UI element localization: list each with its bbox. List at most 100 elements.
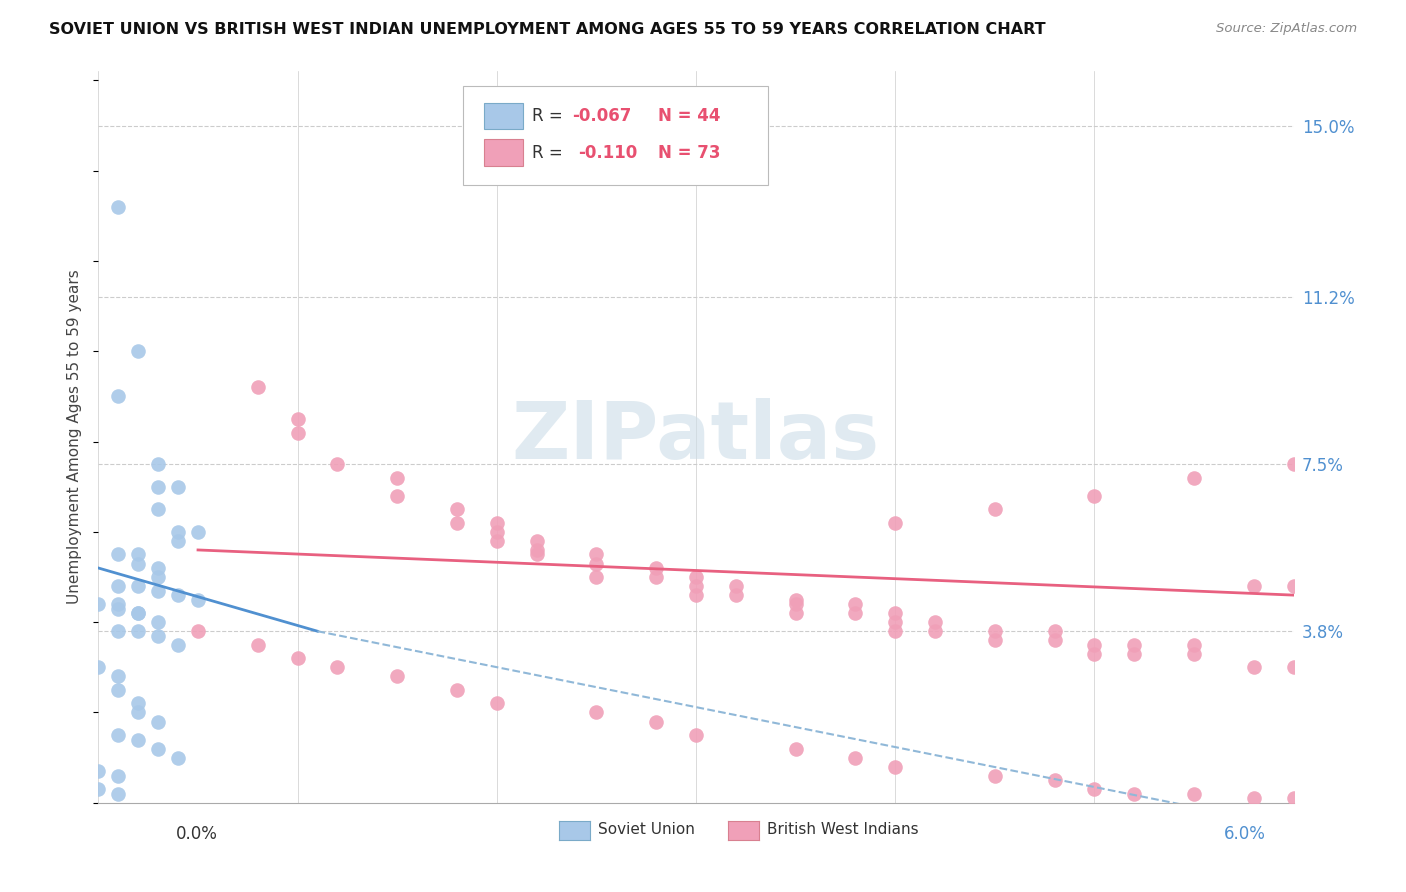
Point (1243, 791, 1265, 805)
Point (107, 389, 129, 403)
Point (844, 606, 866, 620)
Point (1282, 457, 1305, 471)
Point (446, 516, 468, 530)
Point (685, 588, 707, 602)
Point (127, 606, 149, 620)
Point (107, 624, 129, 639)
Point (127, 606, 149, 620)
Point (107, 769, 129, 783)
Point (187, 624, 209, 639)
Point (148, 570, 170, 584)
Point (526, 543, 548, 558)
Point (526, 548, 548, 562)
Point (127, 548, 149, 562)
Point (87, 782, 110, 797)
Point (785, 597, 807, 611)
Point (526, 533, 548, 548)
Point (167, 480, 190, 494)
Point (645, 570, 668, 584)
Point (585, 570, 607, 584)
Point (148, 561, 170, 575)
Point (1043, 633, 1066, 648)
Point (167, 524, 190, 539)
Point (148, 583, 170, 598)
Point (187, 592, 209, 607)
Point (148, 615, 170, 630)
Y-axis label: Unemployment Among Ages 55 to 59 years: Unemployment Among Ages 55 to 59 years (67, 269, 83, 605)
Point (167, 750, 190, 764)
Point (87, 660, 110, 674)
Point (984, 633, 1007, 648)
Text: R =: R = (533, 144, 574, 161)
Text: N = 73: N = 73 (658, 144, 720, 161)
Point (385, 669, 409, 683)
Point (1123, 647, 1146, 661)
Point (785, 592, 807, 607)
Point (1083, 782, 1105, 797)
Point (844, 750, 866, 764)
FancyBboxPatch shape (463, 86, 768, 185)
Point (107, 787, 129, 801)
Point (246, 638, 269, 652)
Point (884, 606, 907, 620)
Text: Source: ZipAtlas.com: Source: ZipAtlas.com (1216, 22, 1357, 36)
Point (287, 412, 309, 426)
Point (485, 533, 508, 548)
Point (485, 697, 508, 711)
Point (127, 344, 149, 359)
Point (1243, 660, 1265, 674)
Point (107, 200, 129, 214)
Point (1282, 791, 1305, 805)
Point (107, 669, 129, 683)
Point (148, 502, 170, 516)
Point (924, 624, 946, 639)
Text: N = 44: N = 44 (658, 107, 720, 125)
Point (127, 697, 149, 711)
Point (884, 615, 907, 630)
Point (1282, 660, 1305, 674)
Text: ZIPatlas: ZIPatlas (512, 398, 880, 476)
Point (645, 561, 668, 575)
Point (984, 502, 1007, 516)
Point (1182, 638, 1205, 652)
Point (127, 557, 149, 571)
Point (287, 425, 309, 440)
Text: R =: R = (533, 107, 568, 125)
Point (1083, 647, 1105, 661)
Point (485, 524, 508, 539)
Point (148, 741, 170, 756)
Text: British West Indians: British West Indians (768, 822, 918, 837)
Point (148, 457, 170, 471)
Point (1123, 787, 1146, 801)
Point (1182, 647, 1205, 661)
Point (585, 548, 607, 562)
Point (1182, 471, 1205, 485)
Text: -0.110: -0.110 (578, 144, 637, 161)
Point (685, 728, 707, 742)
Point (1043, 624, 1066, 639)
Point (1243, 579, 1265, 593)
Point (645, 714, 668, 729)
Point (1043, 773, 1066, 788)
Point (127, 732, 149, 747)
FancyBboxPatch shape (485, 139, 523, 166)
Point (685, 570, 707, 584)
Point (326, 457, 349, 471)
Point (187, 524, 209, 539)
Text: 0.0%: 0.0% (176, 825, 218, 843)
Point (446, 502, 468, 516)
FancyBboxPatch shape (485, 103, 523, 129)
Text: SOVIET UNION VS BRITISH WEST INDIAN UNEMPLOYMENT AMONG AGES 55 TO 59 YEARS CORRE: SOVIET UNION VS BRITISH WEST INDIAN UNEM… (49, 22, 1046, 37)
Point (87, 764, 110, 779)
Point (385, 489, 409, 503)
Point (884, 624, 907, 639)
Point (984, 769, 1007, 783)
Point (685, 579, 707, 593)
Point (167, 533, 190, 548)
Point (1282, 579, 1305, 593)
Point (724, 588, 747, 602)
Point (107, 597, 129, 611)
Point (167, 638, 190, 652)
Point (326, 660, 349, 674)
Point (785, 606, 807, 620)
